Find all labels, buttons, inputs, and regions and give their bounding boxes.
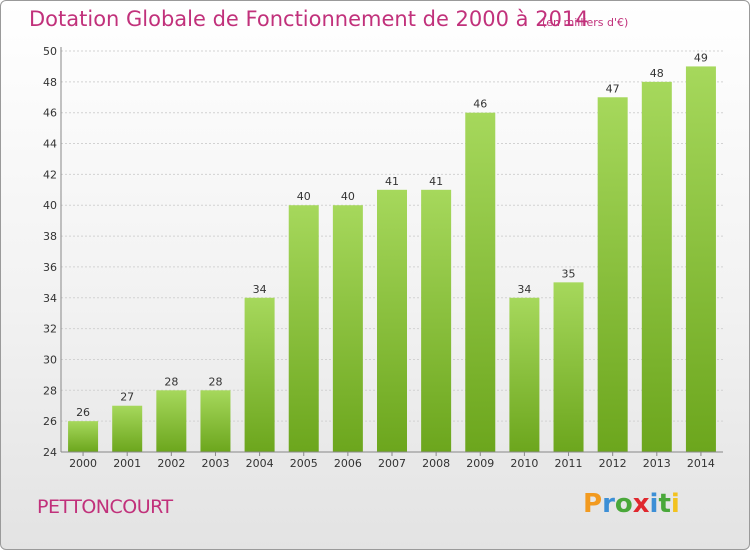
x-tick-label: 2003: [201, 457, 229, 470]
proxiti-logo[interactable]: Proxiti: [583, 489, 680, 519]
y-tick-label: 32: [43, 323, 57, 336]
bar-value-label: 46: [473, 98, 487, 111]
y-tick-label: 34: [43, 292, 57, 305]
y-tick-label: 46: [43, 107, 57, 120]
x-tick-label: 2007: [378, 457, 406, 470]
logo-letter: i: [670, 489, 680, 519]
logo-letter: t: [658, 489, 671, 519]
bar-value-label: 48: [650, 67, 664, 80]
logo-letter: i: [649, 489, 659, 519]
logo-letter: r: [602, 489, 615, 519]
bar: [421, 189, 452, 453]
bar: [112, 405, 143, 452]
y-tick-label: 38: [43, 230, 57, 243]
y-tick-label: 48: [43, 76, 57, 89]
bar: [68, 421, 99, 452]
bar-value-label: 27: [120, 391, 134, 404]
chart-subtitle: (en milliers d'€): [542, 16, 629, 29]
x-tick-label: 2008: [422, 457, 450, 470]
bar-value-label: 35: [562, 267, 576, 280]
bar-value-label: 26: [76, 406, 90, 419]
bar: [200, 390, 231, 452]
city-name: PETTONCOURT: [37, 496, 173, 518]
y-tick-label: 40: [43, 199, 57, 212]
y-tick-label: 36: [43, 261, 57, 274]
bar-value-label: 28: [208, 375, 222, 388]
bar-value-label: 40: [297, 190, 311, 203]
bar: [244, 297, 275, 452]
bar: [156, 390, 187, 452]
x-tick-label: 2001: [113, 457, 141, 470]
bar-value-label: 47: [606, 82, 620, 95]
bar-value-label: 41: [385, 175, 399, 188]
logo-letter: x: [632, 489, 650, 519]
bar: [553, 282, 584, 452]
bar-value-label: 41: [429, 175, 443, 188]
bar-value-label: 34: [517, 283, 531, 296]
x-tick-label: 2006: [334, 457, 362, 470]
x-tick-label: 2014: [687, 457, 715, 470]
x-tick-label: 2011: [555, 457, 583, 470]
y-tick-label: 26: [43, 415, 57, 428]
bar-value-label: 49: [694, 51, 708, 64]
bar: [288, 205, 319, 452]
x-tick-label: 2004: [246, 457, 274, 470]
chart-title: Dotation Globale de Fonctionnement de 20…: [29, 7, 589, 31]
y-tick-label: 24: [43, 446, 57, 459]
bar-value-label: 28: [164, 375, 178, 388]
y-tick-label: 42: [43, 168, 57, 181]
x-tick-label: 2012: [599, 457, 627, 470]
logo-letter: P: [583, 489, 603, 519]
bar-value-label: 34: [253, 283, 267, 296]
bar-value-label: 40: [341, 190, 355, 203]
bar: [509, 297, 540, 452]
bar: [377, 189, 407, 453]
y-tick-label: 44: [43, 138, 57, 151]
x-tick-label: 2002: [157, 457, 185, 470]
y-tick-label: 28: [43, 384, 57, 397]
y-tick-label: 30: [43, 353, 57, 366]
x-tick-label: 2005: [290, 457, 318, 470]
y-tick-label: 50: [43, 45, 57, 58]
bar: [685, 66, 716, 452]
bar: [597, 97, 628, 453]
logo-letter: o: [614, 489, 633, 519]
x-tick-label: 2013: [643, 457, 671, 470]
x-tick-label: 2010: [510, 457, 538, 470]
axes: [60, 47, 723, 456]
bar: [332, 205, 363, 452]
bar: [465, 112, 496, 452]
x-tick-label: 2000: [69, 457, 97, 470]
x-tick-label: 2009: [466, 457, 494, 470]
bar: [641, 81, 672, 452]
labels: 24 26 28 30 32 34 36 38 40 42 44 46 48 50 26 2000 27 2001…: [43, 45, 715, 470]
bars: [68, 66, 716, 453]
